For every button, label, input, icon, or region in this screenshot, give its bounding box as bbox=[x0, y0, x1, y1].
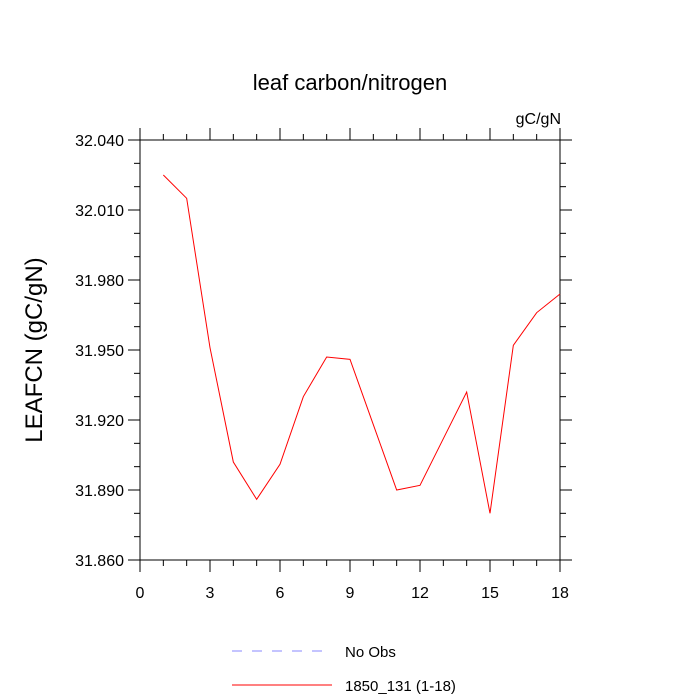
series-group bbox=[162, 174, 561, 514]
x-tick-label: 18 bbox=[551, 585, 569, 602]
units-label: gC/gN bbox=[516, 111, 561, 128]
x-tick-label: 15 bbox=[481, 585, 499, 602]
legend-series-label: 1850_131 (1-18) bbox=[345, 678, 456, 695]
x-ticks: 0 3 6 9 12 15 18 bbox=[136, 128, 569, 602]
y-tick-label: 32.040 bbox=[75, 133, 124, 150]
y-tick-label: 32.010 bbox=[75, 203, 124, 220]
y-tick-label: 31.950 bbox=[75, 343, 124, 360]
x-tick-label: 9 bbox=[346, 585, 355, 602]
y-tick-label: 31.860 bbox=[75, 553, 124, 570]
y-tick-label: 31.890 bbox=[75, 483, 124, 500]
plot-frame bbox=[139, 139, 561, 561]
y-ticks: 31.860 31.890 31.920 31.950 31.980 32.010 32.0… bbox=[75, 133, 572, 570]
y-tick-label: 31.920 bbox=[75, 413, 124, 430]
y-axis-label: LEAFCN (gC/gN) bbox=[21, 257, 48, 442]
y-tick-label: 31.980 bbox=[75, 273, 124, 290]
x-tick-label: 0 bbox=[136, 585, 145, 602]
legend-no-obs-label: No Obs bbox=[345, 644, 396, 661]
chart-title: leaf carbon/nitrogen bbox=[253, 70, 447, 95]
x-tick-label: 6 bbox=[276, 585, 285, 602]
series-line bbox=[162, 174, 561, 514]
x-tick-label: 3 bbox=[206, 585, 215, 602]
x-tick-label: 12 bbox=[411, 585, 429, 602]
